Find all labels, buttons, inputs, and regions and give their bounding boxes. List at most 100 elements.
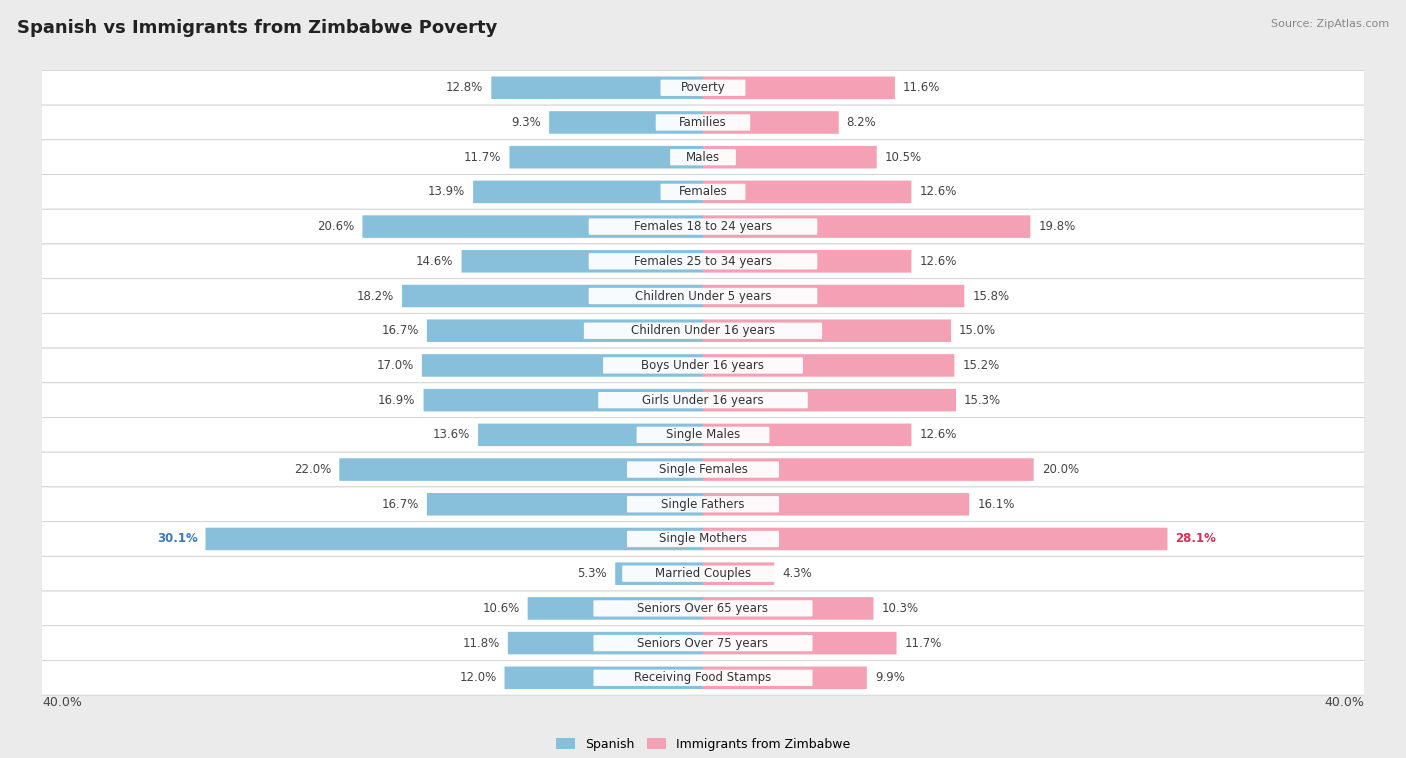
FancyBboxPatch shape bbox=[655, 114, 751, 130]
Text: Children Under 5 years: Children Under 5 years bbox=[634, 290, 772, 302]
FancyBboxPatch shape bbox=[703, 250, 911, 273]
FancyBboxPatch shape bbox=[703, 146, 877, 168]
Text: Single Fathers: Single Fathers bbox=[661, 498, 745, 511]
FancyBboxPatch shape bbox=[583, 323, 823, 339]
Text: 12.8%: 12.8% bbox=[446, 81, 484, 94]
FancyBboxPatch shape bbox=[509, 146, 703, 168]
Text: 9.3%: 9.3% bbox=[512, 116, 541, 129]
FancyBboxPatch shape bbox=[8, 348, 1398, 383]
FancyBboxPatch shape bbox=[8, 209, 1398, 244]
Text: 20.0%: 20.0% bbox=[1042, 463, 1078, 476]
Text: 19.8%: 19.8% bbox=[1039, 220, 1076, 233]
FancyBboxPatch shape bbox=[478, 424, 703, 446]
FancyBboxPatch shape bbox=[8, 453, 1398, 487]
Text: Girls Under 16 years: Girls Under 16 years bbox=[643, 393, 763, 406]
Text: 11.6%: 11.6% bbox=[903, 81, 941, 94]
FancyBboxPatch shape bbox=[703, 180, 911, 203]
Text: Families: Families bbox=[679, 116, 727, 129]
Text: 12.6%: 12.6% bbox=[920, 428, 957, 441]
FancyBboxPatch shape bbox=[703, 632, 897, 654]
FancyBboxPatch shape bbox=[703, 111, 839, 133]
FancyBboxPatch shape bbox=[472, 180, 703, 203]
FancyBboxPatch shape bbox=[671, 149, 735, 165]
Text: 10.5%: 10.5% bbox=[884, 151, 922, 164]
FancyBboxPatch shape bbox=[550, 111, 703, 133]
FancyBboxPatch shape bbox=[703, 597, 873, 620]
FancyBboxPatch shape bbox=[8, 660, 1398, 695]
FancyBboxPatch shape bbox=[703, 562, 775, 585]
FancyBboxPatch shape bbox=[8, 279, 1398, 313]
FancyBboxPatch shape bbox=[599, 392, 807, 409]
Text: Source: ZipAtlas.com: Source: ZipAtlas.com bbox=[1271, 19, 1389, 29]
FancyBboxPatch shape bbox=[603, 357, 803, 374]
Text: Single Females: Single Females bbox=[658, 463, 748, 476]
Text: 15.2%: 15.2% bbox=[962, 359, 1000, 372]
FancyBboxPatch shape bbox=[508, 632, 703, 654]
Text: 22.0%: 22.0% bbox=[294, 463, 332, 476]
Text: 12.0%: 12.0% bbox=[460, 672, 496, 684]
FancyBboxPatch shape bbox=[589, 253, 817, 269]
Text: 12.6%: 12.6% bbox=[920, 255, 957, 268]
FancyBboxPatch shape bbox=[423, 389, 703, 412]
FancyBboxPatch shape bbox=[8, 522, 1398, 556]
FancyBboxPatch shape bbox=[427, 319, 703, 342]
FancyBboxPatch shape bbox=[703, 215, 1031, 238]
FancyBboxPatch shape bbox=[589, 288, 817, 304]
Text: 10.3%: 10.3% bbox=[882, 602, 918, 615]
Text: 9.9%: 9.9% bbox=[875, 672, 904, 684]
FancyBboxPatch shape bbox=[505, 666, 703, 689]
Text: Receiving Food Stamps: Receiving Food Stamps bbox=[634, 672, 772, 684]
FancyBboxPatch shape bbox=[703, 389, 956, 412]
Text: 14.6%: 14.6% bbox=[416, 255, 454, 268]
FancyBboxPatch shape bbox=[422, 354, 703, 377]
Text: Seniors Over 65 years: Seniors Over 65 years bbox=[637, 602, 769, 615]
Text: Married Couples: Married Couples bbox=[655, 567, 751, 580]
FancyBboxPatch shape bbox=[8, 139, 1398, 174]
Text: 5.3%: 5.3% bbox=[578, 567, 607, 580]
Text: 16.1%: 16.1% bbox=[977, 498, 1015, 511]
FancyBboxPatch shape bbox=[703, 354, 955, 377]
Legend: Spanish, Immigrants from Zimbabwe: Spanish, Immigrants from Zimbabwe bbox=[551, 733, 855, 756]
FancyBboxPatch shape bbox=[627, 496, 779, 512]
Text: Males: Males bbox=[686, 151, 720, 164]
FancyBboxPatch shape bbox=[703, 77, 894, 99]
FancyBboxPatch shape bbox=[661, 183, 745, 200]
FancyBboxPatch shape bbox=[8, 105, 1398, 139]
FancyBboxPatch shape bbox=[8, 313, 1398, 348]
FancyBboxPatch shape bbox=[627, 531, 779, 547]
FancyBboxPatch shape bbox=[593, 600, 813, 616]
FancyBboxPatch shape bbox=[8, 418, 1398, 453]
FancyBboxPatch shape bbox=[623, 565, 783, 582]
Text: Females 18 to 24 years: Females 18 to 24 years bbox=[634, 220, 772, 233]
Text: 8.2%: 8.2% bbox=[846, 116, 876, 129]
Text: 15.3%: 15.3% bbox=[965, 393, 1001, 406]
FancyBboxPatch shape bbox=[8, 70, 1398, 105]
Text: 13.6%: 13.6% bbox=[433, 428, 470, 441]
Text: 11.7%: 11.7% bbox=[904, 637, 942, 650]
Text: Single Males: Single Males bbox=[666, 428, 740, 441]
Text: Seniors Over 75 years: Seniors Over 75 years bbox=[637, 637, 769, 650]
Text: 20.6%: 20.6% bbox=[318, 220, 354, 233]
Text: 18.2%: 18.2% bbox=[357, 290, 394, 302]
Text: 17.0%: 17.0% bbox=[377, 359, 413, 372]
FancyBboxPatch shape bbox=[461, 250, 703, 273]
FancyBboxPatch shape bbox=[703, 493, 969, 515]
Text: 16.9%: 16.9% bbox=[378, 393, 416, 406]
Text: 40.0%: 40.0% bbox=[42, 697, 82, 709]
FancyBboxPatch shape bbox=[661, 80, 745, 96]
FancyBboxPatch shape bbox=[8, 626, 1398, 660]
Text: Females: Females bbox=[679, 186, 727, 199]
FancyBboxPatch shape bbox=[427, 493, 703, 515]
Text: Boys Under 16 years: Boys Under 16 years bbox=[641, 359, 765, 372]
Text: 15.8%: 15.8% bbox=[973, 290, 1010, 302]
Text: 4.3%: 4.3% bbox=[782, 567, 813, 580]
FancyBboxPatch shape bbox=[589, 218, 817, 235]
FancyBboxPatch shape bbox=[363, 215, 703, 238]
FancyBboxPatch shape bbox=[593, 669, 813, 686]
FancyBboxPatch shape bbox=[637, 427, 769, 443]
Text: 10.6%: 10.6% bbox=[482, 602, 520, 615]
FancyBboxPatch shape bbox=[703, 424, 911, 446]
Text: Children Under 16 years: Children Under 16 years bbox=[631, 324, 775, 337]
FancyBboxPatch shape bbox=[205, 528, 703, 550]
FancyBboxPatch shape bbox=[491, 77, 703, 99]
